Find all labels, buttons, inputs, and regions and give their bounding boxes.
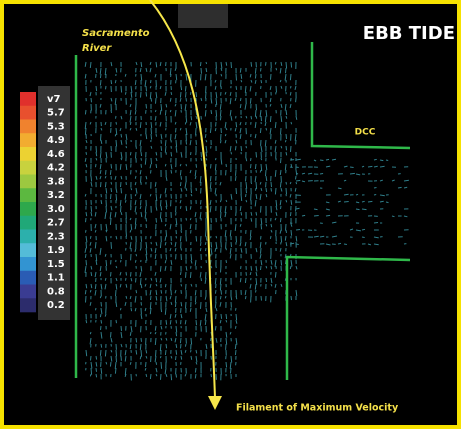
legend-swatch xyxy=(20,298,36,313)
channel-walls xyxy=(74,42,411,380)
filament-arrow xyxy=(208,396,222,410)
legend-label: 1.5 xyxy=(47,259,65,270)
legend-swatch xyxy=(20,174,36,189)
legend-swatch xyxy=(20,92,36,107)
legend-label: 0.8 xyxy=(47,286,65,297)
legend-label: 4.6 xyxy=(47,149,65,160)
river-label: River xyxy=(82,43,112,54)
river-label: Sacramento xyxy=(82,28,150,39)
legend-label: 1.1 xyxy=(47,273,65,284)
legend-label: 3.0 xyxy=(47,204,65,215)
legend-swatch xyxy=(20,105,36,120)
legend-swatch xyxy=(20,270,36,285)
legend-swatch xyxy=(20,284,36,299)
dcc-upper-bank xyxy=(310,42,411,150)
legend: v7 5.7 5.3 4.9 4.6 4.2 3.8 3.2 3.0 2.7 2.3 1.9 1.5 1.… xyxy=(20,92,65,313)
legend-swatch xyxy=(20,133,36,148)
filament-label: Filament of Maximum Velocity xyxy=(236,403,399,414)
legend-label: 5.7 xyxy=(47,108,65,119)
legend-label: v7 xyxy=(47,94,61,105)
vector-field xyxy=(84,61,409,381)
legend-label: 2.3 xyxy=(47,231,65,242)
legend-panel xyxy=(38,86,70,320)
dcc-lower-bank xyxy=(285,255,411,380)
title: EBB TIDE xyxy=(363,23,455,44)
legend-swatch xyxy=(20,257,36,272)
legend-swatch xyxy=(20,147,36,162)
legend-label: 3.8 xyxy=(47,176,65,187)
legend-swatch xyxy=(20,229,36,244)
legend-label: 4.9 xyxy=(47,135,65,146)
legend-label: 2.7 xyxy=(47,218,65,229)
legend-swatch xyxy=(20,119,36,134)
legend-swatch xyxy=(20,215,36,230)
legend-label: 5.3 xyxy=(47,121,65,132)
legend-swatch xyxy=(20,202,36,217)
legend-label: 1.9 xyxy=(47,245,65,256)
legend-label: 4.2 xyxy=(47,163,65,174)
filament-line xyxy=(149,0,216,399)
legend-label: 3.2 xyxy=(47,190,65,201)
legend-label: 0.2 xyxy=(47,300,65,311)
legend-swatch xyxy=(20,160,36,175)
top-block xyxy=(178,4,228,28)
channel-label: DCC xyxy=(355,128,376,138)
legend-swatch xyxy=(20,188,36,203)
legend-swatch xyxy=(20,243,36,258)
